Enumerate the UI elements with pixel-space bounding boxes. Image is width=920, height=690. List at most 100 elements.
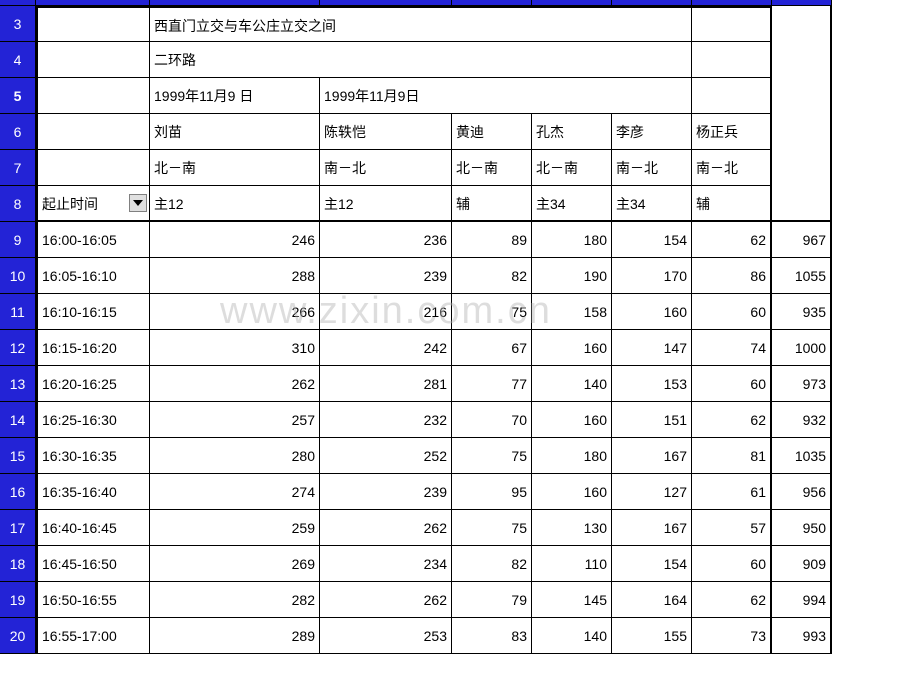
cell-pos-2[interactable]: 辅: [452, 186, 532, 222]
cell-16-5[interactable]: 61: [692, 474, 772, 510]
row-head-8[interactable]: 8: [0, 186, 36, 222]
cell-pos-1[interactable]: 主12: [320, 186, 452, 222]
cell-15-5[interactable]: 81: [692, 438, 772, 474]
cell-time-11[interactable]: 16:10-16:15: [36, 294, 150, 330]
cell-time-9[interactable]: 16:00-16:05: [36, 222, 150, 258]
cell-20-0[interactable]: 289: [150, 618, 320, 654]
cell-time-17[interactable]: 16:40-16:45: [36, 510, 150, 546]
cell-3-g[interactable]: [692, 6, 772, 42]
cell-10-1[interactable]: 239: [320, 258, 452, 294]
cell-15-0[interactable]: 280: [150, 438, 320, 474]
cell-11-0[interactable]: 266: [150, 294, 320, 330]
cell-11-1[interactable]: 216: [320, 294, 452, 330]
cell-9-3[interactable]: 180: [532, 222, 612, 258]
cell-12-3[interactable]: 160: [532, 330, 612, 366]
cell-4-h[interactable]: [772, 42, 832, 78]
cell-15-2[interactable]: 75: [452, 438, 532, 474]
cell-time-18[interactable]: 16:45-16:50: [36, 546, 150, 582]
cell-4-g[interactable]: [692, 42, 772, 78]
cell-13-0[interactable]: 262: [150, 366, 320, 402]
cell-4-a[interactable]: [36, 42, 150, 78]
cell-name-4[interactable]: 李彦: [612, 114, 692, 150]
cell-17-5[interactable]: 57: [692, 510, 772, 546]
cell-19-0[interactable]: 282: [150, 582, 320, 618]
cell-19-4[interactable]: 164: [612, 582, 692, 618]
cell-name-2[interactable]: 黄迪: [452, 114, 532, 150]
cell-dir-5[interactable]: 南－北: [692, 150, 772, 186]
cell-20-4[interactable]: 155: [612, 618, 692, 654]
cell-18-2[interactable]: 82: [452, 546, 532, 582]
cell-17-2[interactable]: 75: [452, 510, 532, 546]
cell-17-0[interactable]: 259: [150, 510, 320, 546]
cell-19-3[interactable]: 145: [532, 582, 612, 618]
cell-10-5[interactable]: 86: [692, 258, 772, 294]
row-head-20[interactable]: 20: [0, 618, 36, 654]
cell-14-2[interactable]: 70: [452, 402, 532, 438]
cell-name-0[interactable]: 刘苗: [150, 114, 320, 150]
cell-11-3[interactable]: 158: [532, 294, 612, 330]
cell-14-1[interactable]: 232: [320, 402, 452, 438]
cell-17-sum[interactable]: 950: [772, 510, 832, 546]
cell-16-sum[interactable]: 956: [772, 474, 832, 510]
cell-time-15[interactable]: 16:30-16:35: [36, 438, 150, 474]
cell-dir-1[interactable]: 南－北: [320, 150, 452, 186]
cell-16-0[interactable]: 274: [150, 474, 320, 510]
cell-11-sum[interactable]: 935: [772, 294, 832, 330]
cell-6-a[interactable]: [36, 114, 150, 150]
cell-12-2[interactable]: 67: [452, 330, 532, 366]
row-head-3[interactable]: 3: [0, 6, 36, 42]
cell-19-1[interactable]: 262: [320, 582, 452, 618]
cell-12-0[interactable]: 310: [150, 330, 320, 366]
row-head-14[interactable]: 14: [0, 402, 36, 438]
cell-dir-3[interactable]: 北－南: [532, 150, 612, 186]
cell-name-5[interactable]: 杨正兵: [692, 114, 772, 150]
cell-3-a[interactable]: [36, 6, 150, 42]
cell-14-sum[interactable]: 932: [772, 402, 832, 438]
cell-time-10[interactable]: 16:05-16:10: [36, 258, 150, 294]
cell-8-h[interactable]: [772, 186, 832, 222]
cell-18-3[interactable]: 110: [532, 546, 612, 582]
cell-17-4[interactable]: 167: [612, 510, 692, 546]
cell-7-h[interactable]: [772, 150, 832, 186]
cell-date2[interactable]: 1999年11月9日: [320, 78, 692, 114]
cell-12-4[interactable]: 147: [612, 330, 692, 366]
row-head-19[interactable]: 19: [0, 582, 36, 618]
cell-13-4[interactable]: 153: [612, 366, 692, 402]
cell-5-a[interactable]: [36, 78, 150, 114]
cell-20-3[interactable]: 140: [532, 618, 612, 654]
row-head-10[interactable]: 10: [0, 258, 36, 294]
cell-dir-0[interactable]: 北－南: [150, 150, 320, 186]
cell-time-19[interactable]: 16:50-16:55: [36, 582, 150, 618]
cell-time-12[interactable]: 16:15-16:20: [36, 330, 150, 366]
row-head-11[interactable]: 11: [0, 294, 36, 330]
cell-14-4[interactable]: 151: [612, 402, 692, 438]
cell-9-sum[interactable]: 967: [772, 222, 832, 258]
cell-14-5[interactable]: 62: [692, 402, 772, 438]
cell-time-14[interactable]: 16:25-16:30: [36, 402, 150, 438]
cell-date1[interactable]: 1999年11月9 日: [150, 78, 320, 114]
cell-filter-label[interactable]: 起止时间: [36, 186, 150, 222]
cell-pos-5[interactable]: 辅: [692, 186, 772, 222]
cell-19-sum[interactable]: 994: [772, 582, 832, 618]
cell-12-5[interactable]: 74: [692, 330, 772, 366]
cell-13-5[interactable]: 60: [692, 366, 772, 402]
cell-19-5[interactable]: 62: [692, 582, 772, 618]
row-head-17[interactable]: 17: [0, 510, 36, 546]
cell-14-3[interactable]: 160: [532, 402, 612, 438]
cell-3-h[interactable]: [772, 6, 832, 42]
row-head-13[interactable]: 13: [0, 366, 36, 402]
cell-6-h[interactable]: [772, 114, 832, 150]
cell-dir-2[interactable]: 北－南: [452, 150, 532, 186]
row-head-16[interactable]: 16: [0, 474, 36, 510]
row-head-12[interactable]: 12: [0, 330, 36, 366]
cell-16-4[interactable]: 127: [612, 474, 692, 510]
cell-10-0[interactable]: 288: [150, 258, 320, 294]
cell-11-4[interactable]: 160: [612, 294, 692, 330]
cell-pos-3[interactable]: 主34: [532, 186, 612, 222]
cell-5-h[interactable]: [772, 78, 832, 114]
cell-20-5[interactable]: 73: [692, 618, 772, 654]
cell-road[interactable]: 二环路: [150, 42, 692, 78]
cell-9-2[interactable]: 89: [452, 222, 532, 258]
cell-pos-0[interactable]: 主12: [150, 186, 320, 222]
cell-15-4[interactable]: 167: [612, 438, 692, 474]
